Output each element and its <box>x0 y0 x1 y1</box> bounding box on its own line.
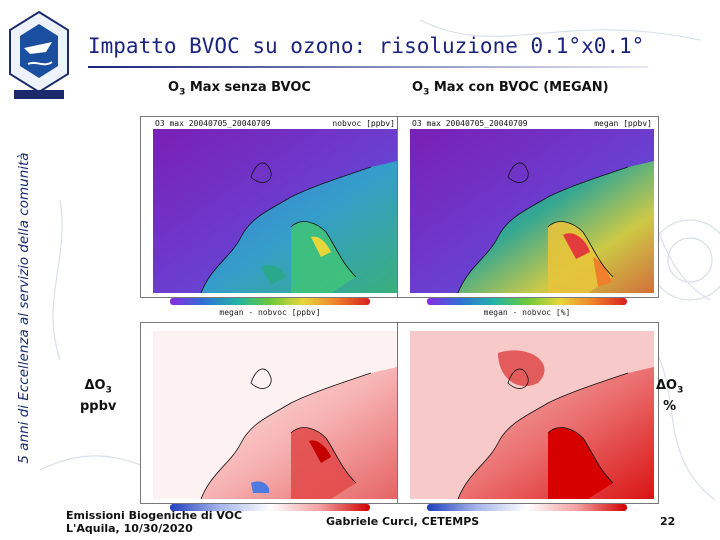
colorbar-delta-ppbv <box>170 504 370 511</box>
colorbar-ozone-left <box>170 298 370 305</box>
cetemps-logo <box>9 10 69 99</box>
panel-header-right: nobvoc [ppbv] <box>332 119 395 128</box>
map-image <box>153 331 397 500</box>
colorbar-delta-percent <box>427 504 627 511</box>
footer-author: Gabriele Curci, CETEMPS <box>326 515 480 528</box>
colorbar-ozone-right <box>427 298 627 305</box>
slide-title: Impatto BVOC su ozono: risoluzione 0.1°x… <box>88 34 645 58</box>
panel-header-left: O3 max 20040705_20040709 <box>412 119 528 128</box>
delta-o3-ppbv-label: ΔO3 ppbv <box>80 378 117 414</box>
page-number: 22 <box>660 515 676 528</box>
title-underline <box>88 66 648 68</box>
footer-event-info: Emissioni Biogeniche di VOC L'Aquila, 10… <box>66 509 243 535</box>
map-delta-o3-ppbv <box>140 322 402 504</box>
delta-o3-percent-label: ΔO3 % <box>656 378 684 414</box>
panel-header-left: O3 max 20040705_20040709 <box>155 119 271 128</box>
map-delta-o3-percent <box>397 322 659 504</box>
map-o3-max-megan: O3 max 20040705_20040709 megan [ppbv] <box>397 116 659 298</box>
map-o3-max-nobvoc: O3 max 20040705_20040709 nobvoc [ppbv] <box>140 116 402 298</box>
map-image <box>410 331 654 500</box>
colorbar-label-ppbv: megan - nobvoc [ppbv] <box>219 308 321 317</box>
left-column-title: O3 Max senza BVOC <box>168 80 311 98</box>
map-image <box>410 129 654 294</box>
map-image <box>153 129 397 294</box>
panel-header-right: megan [ppbv] <box>594 119 652 128</box>
right-column-title: O3 Max con BVOC (MEGAN) <box>412 80 609 98</box>
colorbar-label-percent: megan - nobvoc [%] <box>483 308 571 317</box>
vertical-motto-text: 5 anni di Eccellenza al servizio della c… <box>16 152 32 464</box>
